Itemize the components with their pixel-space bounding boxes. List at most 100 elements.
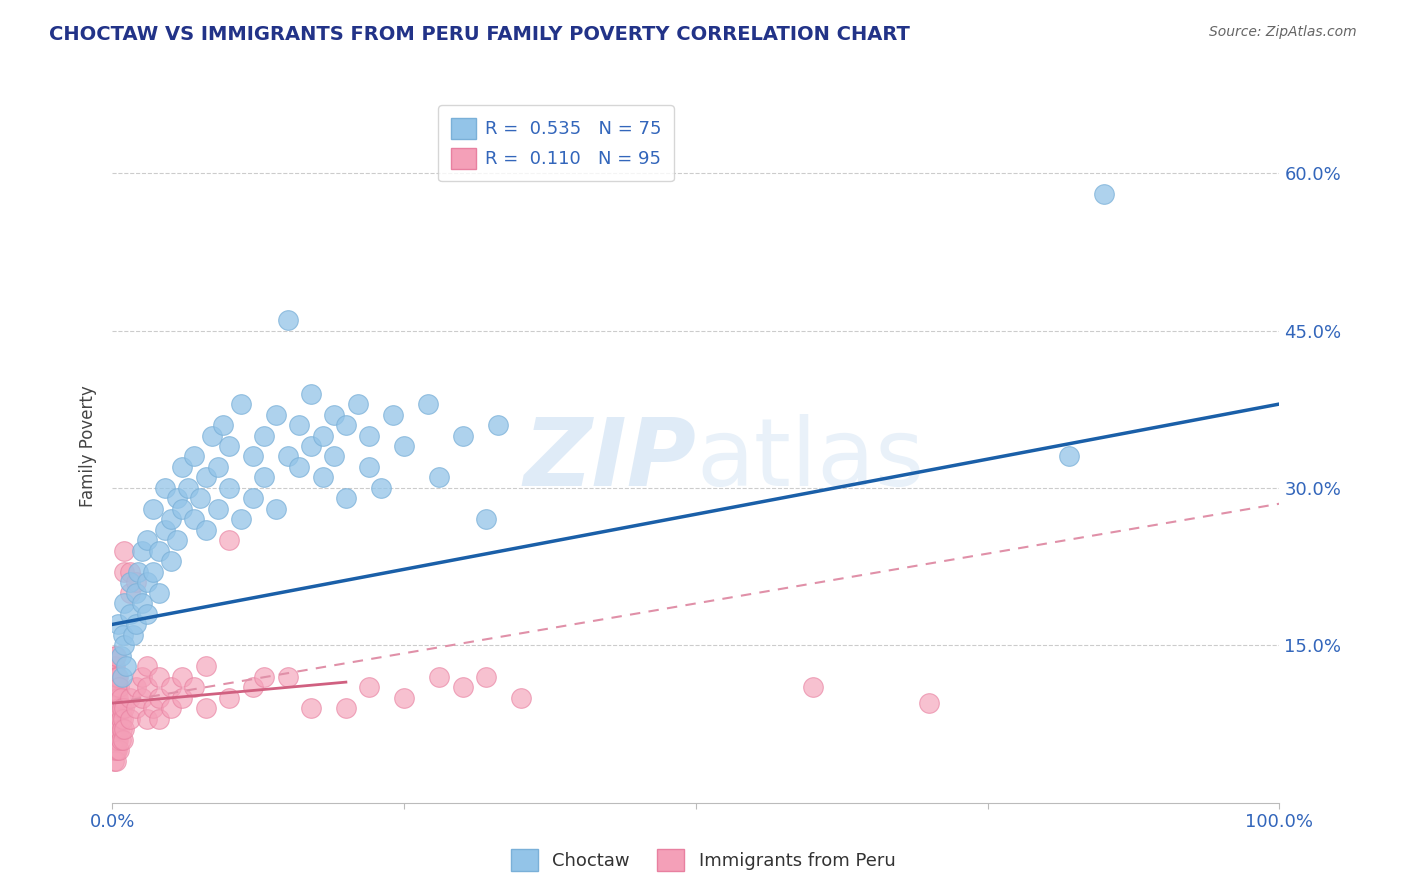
Point [276,450,298,464]
Y-axis label: Family Poverty: Family Poverty [79,385,97,507]
Point [142,502,165,516]
Point [122,628,145,642]
Point [153,523,176,537]
Point [104,670,127,684]
Point [112,596,135,610]
Point [242,450,264,464]
Point [118,586,141,600]
Point [104,701,127,715]
Point [105,743,128,757]
Point [111,670,134,684]
Point [276,313,298,327]
Point [104,648,127,663]
Point [335,701,357,715]
Point [125,681,148,695]
Point [107,732,129,747]
Point [104,723,127,737]
Point [103,659,125,673]
Point [118,575,141,590]
Point [107,670,129,684]
Point [112,701,135,715]
Point [299,701,322,715]
Point [299,386,322,401]
Point [127,565,149,579]
Point [107,617,129,632]
Point [104,732,127,747]
Point [103,712,125,726]
Point [112,639,135,653]
Point [103,681,125,695]
Point [104,712,127,726]
Legend: Choctaw, Immigrants from Peru: Choctaw, Immigrants from Peru [503,842,903,879]
Point [105,712,128,726]
Point [218,533,240,548]
Point [475,512,498,526]
Point [451,428,474,442]
Point [194,523,217,537]
Point [111,712,134,726]
Point [346,397,368,411]
Point [918,696,941,710]
Point [118,690,141,705]
Point [160,701,183,715]
Point [253,670,276,684]
Point [394,690,416,705]
Point [131,544,153,558]
Legend: R =  0.535   N = 75, R =  0.110   N = 95: R = 0.535 N = 75, R = 0.110 N = 95 [437,105,673,181]
Point [148,712,170,726]
Point [194,659,217,673]
Point [172,690,194,705]
Point [335,491,357,506]
Point [111,628,134,642]
Point [475,670,498,684]
Point [104,732,127,747]
Point [111,701,134,715]
Point [110,712,132,726]
Point [103,701,125,715]
Point [103,754,125,768]
Point [104,743,127,757]
Point [136,607,159,621]
Point [207,460,229,475]
Point [166,491,188,506]
Point [103,690,125,705]
Point [359,681,381,695]
Point [188,491,211,506]
Point [160,512,183,526]
Point [105,732,128,747]
Point [359,428,381,442]
Point [104,648,127,663]
Point [207,502,229,516]
Text: CHOCTAW VS IMMIGRANTS FROM PERU FAMILY POVERTY CORRELATION CHART: CHOCTAW VS IMMIGRANTS FROM PERU FAMILY P… [49,25,910,44]
Point [148,586,170,600]
Point [125,586,148,600]
Point [153,481,176,495]
Point [172,460,194,475]
Point [218,439,240,453]
Point [125,617,148,632]
Point [118,712,141,726]
Point [381,408,404,422]
Point [108,723,131,737]
Point [125,701,148,715]
Point [104,681,127,695]
Point [103,723,125,737]
Point [177,481,200,495]
Point [394,439,416,453]
Point [160,681,183,695]
Point [110,648,132,663]
Point [323,450,346,464]
Point [112,544,135,558]
Point [427,470,450,484]
Point [107,712,129,726]
Point [104,743,127,757]
Point [172,502,194,516]
Text: ZIP: ZIP [523,414,696,507]
Point [276,670,298,684]
Point [107,690,129,705]
Point [253,428,276,442]
Point [148,670,170,684]
Point [160,554,183,568]
Point [229,397,252,411]
Point [264,502,287,516]
